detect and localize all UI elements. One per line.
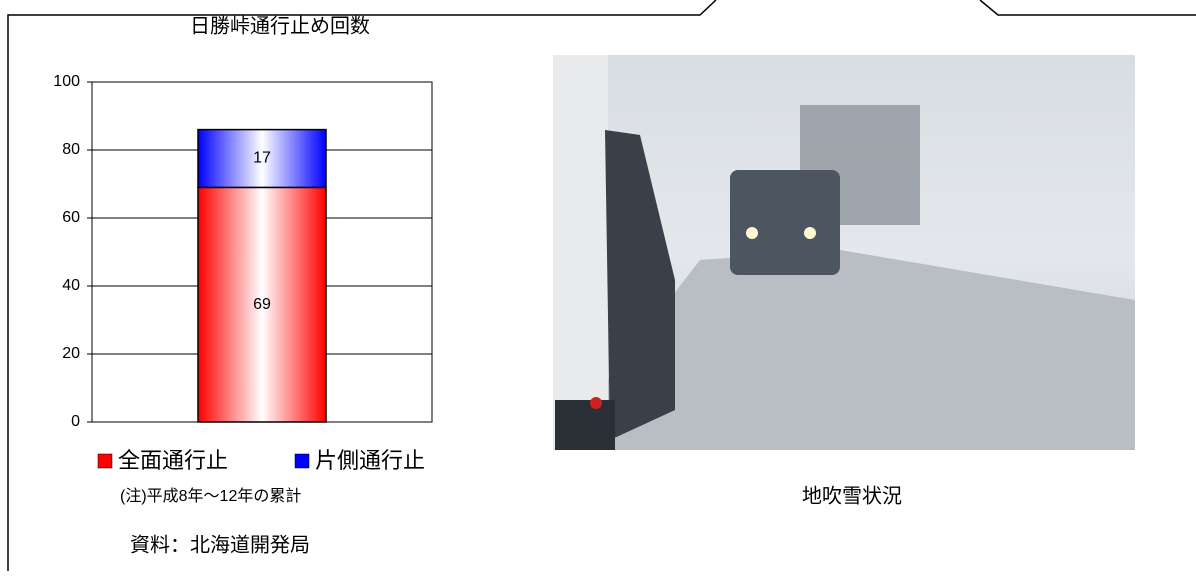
y-tick-label: 20	[62, 345, 80, 362]
legend-label: 片側通行止	[315, 448, 425, 473]
data-label: 17	[253, 150, 271, 167]
legend-swatch	[97, 453, 113, 469]
bar-segment	[197, 128, 327, 189]
data-label: 69	[253, 296, 271, 313]
legend-swatch	[294, 453, 310, 469]
y-tick-label: 60	[62, 209, 80, 226]
y-tick-label: 80	[62, 141, 80, 158]
y-tick-label: 0	[71, 413, 80, 430]
bar-segment	[197, 186, 327, 423]
chart-title: 日勝峠通行止め回数	[190, 14, 370, 37]
frame	[7, 0, 1196, 571]
photo-caption: 地吹雪状況	[802, 484, 902, 507]
note: (注)平成8年～12年の累計	[120, 487, 301, 505]
photo	[553, 55, 1135, 450]
legend-label: 全面通行止	[118, 448, 228, 473]
source: 資料：北海道開発局	[130, 533, 310, 556]
y-tick-label: 100	[53, 73, 80, 90]
y-tick-label: 40	[62, 277, 80, 294]
